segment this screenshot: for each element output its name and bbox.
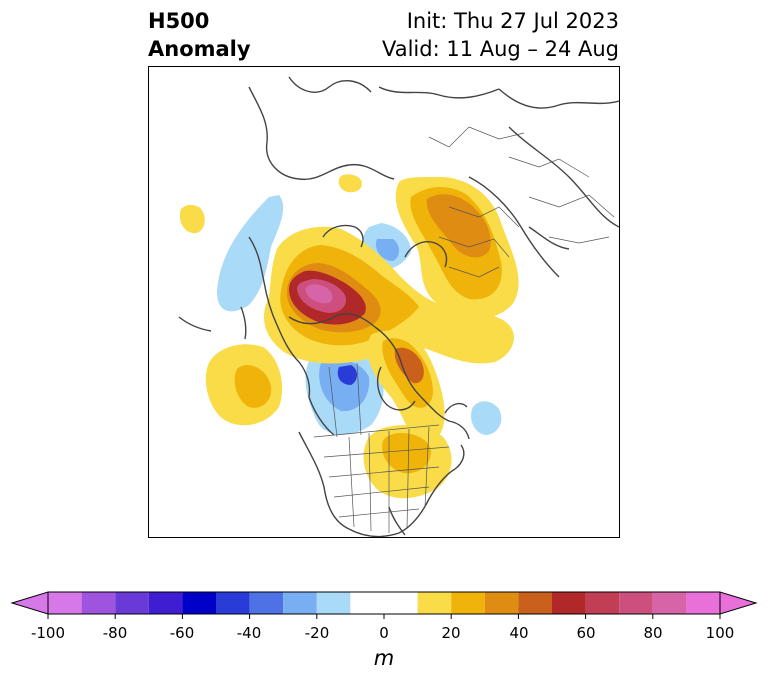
- map-title-line1: H500: [148, 9, 210, 33]
- colorbar-swatch: [585, 592, 620, 614]
- colorbar-tick-label: -40: [236, 624, 262, 642]
- positive-anomaly-pacific-core: [234, 365, 272, 408]
- colorbar-swatch: [619, 592, 653, 614]
- colorbar-tick-label: -80: [102, 624, 128, 642]
- colorbar-swatch: [182, 592, 216, 614]
- colorbar-under-extension: [10, 591, 49, 615]
- colorbar-swatch: [216, 592, 250, 614]
- colorbar-swatch: [115, 592, 149, 614]
- colorbar-swatch: [48, 592, 82, 614]
- positive-anomaly-eastern-us-core: [382, 433, 431, 474]
- colorbar-swatch: [417, 592, 452, 614]
- colorbar-swatch: [316, 592, 351, 614]
- colorbar-swatch: [552, 592, 586, 614]
- colorbar-swatch: [283, 592, 317, 614]
- negative-anomaly-arctic-core: [375, 239, 399, 261]
- negative-anomaly-canada-core: [337, 365, 357, 385]
- negative-anomaly-atlantic: [470, 401, 502, 435]
- colorbar-tick-label: 60: [576, 624, 596, 642]
- colorbar-tick-label: -20: [304, 624, 330, 642]
- colorbar-swatch: [81, 592, 116, 614]
- colorbar-unit-label: m: [373, 646, 395, 670]
- coastlines: [178, 76, 619, 537]
- init-time-label: Init: Thu 27 Jul 2023: [406, 9, 619, 33]
- positive-anomaly-siberia-core: [426, 194, 491, 258]
- colorbar-tick-label: 80: [643, 624, 663, 642]
- colorbar-tick-label: 0: [379, 624, 389, 642]
- map-title-line2: Anomaly: [148, 37, 251, 61]
- colorbar-swatch: [518, 592, 552, 614]
- negative-anomaly-pacific: [217, 195, 284, 312]
- colorbar-swatch: [652, 592, 687, 614]
- colorbar-swatch: [350, 592, 418, 614]
- valid-period-label: Valid: 11 Aug – 24 Aug: [381, 37, 619, 61]
- colorbar-swatch: [686, 592, 720, 614]
- anomaly-map: [178, 76, 619, 537]
- colorbar-tick-label: -60: [169, 624, 195, 642]
- map-panel: [148, 66, 620, 538]
- colorbar-tick-label: 100: [705, 624, 735, 642]
- colorbar-swatch: [451, 592, 485, 614]
- positive-anomaly-arctic-max: [305, 284, 333, 304]
- colorbar-tick-label: 20: [441, 624, 461, 642]
- colorbar-tick-label: -100: [30, 624, 66, 642]
- colorbar-swatch: [148, 592, 183, 614]
- colorbar-swatch: [484, 592, 519, 614]
- colorbar: [10, 591, 758, 619]
- political-boundaries: [313, 126, 615, 533]
- positive-anomaly-gulf-alaska: [179, 204, 205, 234]
- colorbar-over-extension: [719, 591, 758, 615]
- positive-anomaly-hudson-core: [394, 347, 424, 384]
- positive-anomaly-regions: [179, 174, 519, 499]
- positive-anomaly-arctic-small: [338, 174, 362, 193]
- colorbar-tick-label: 40: [509, 624, 529, 642]
- colorbar-swatch: [249, 592, 284, 614]
